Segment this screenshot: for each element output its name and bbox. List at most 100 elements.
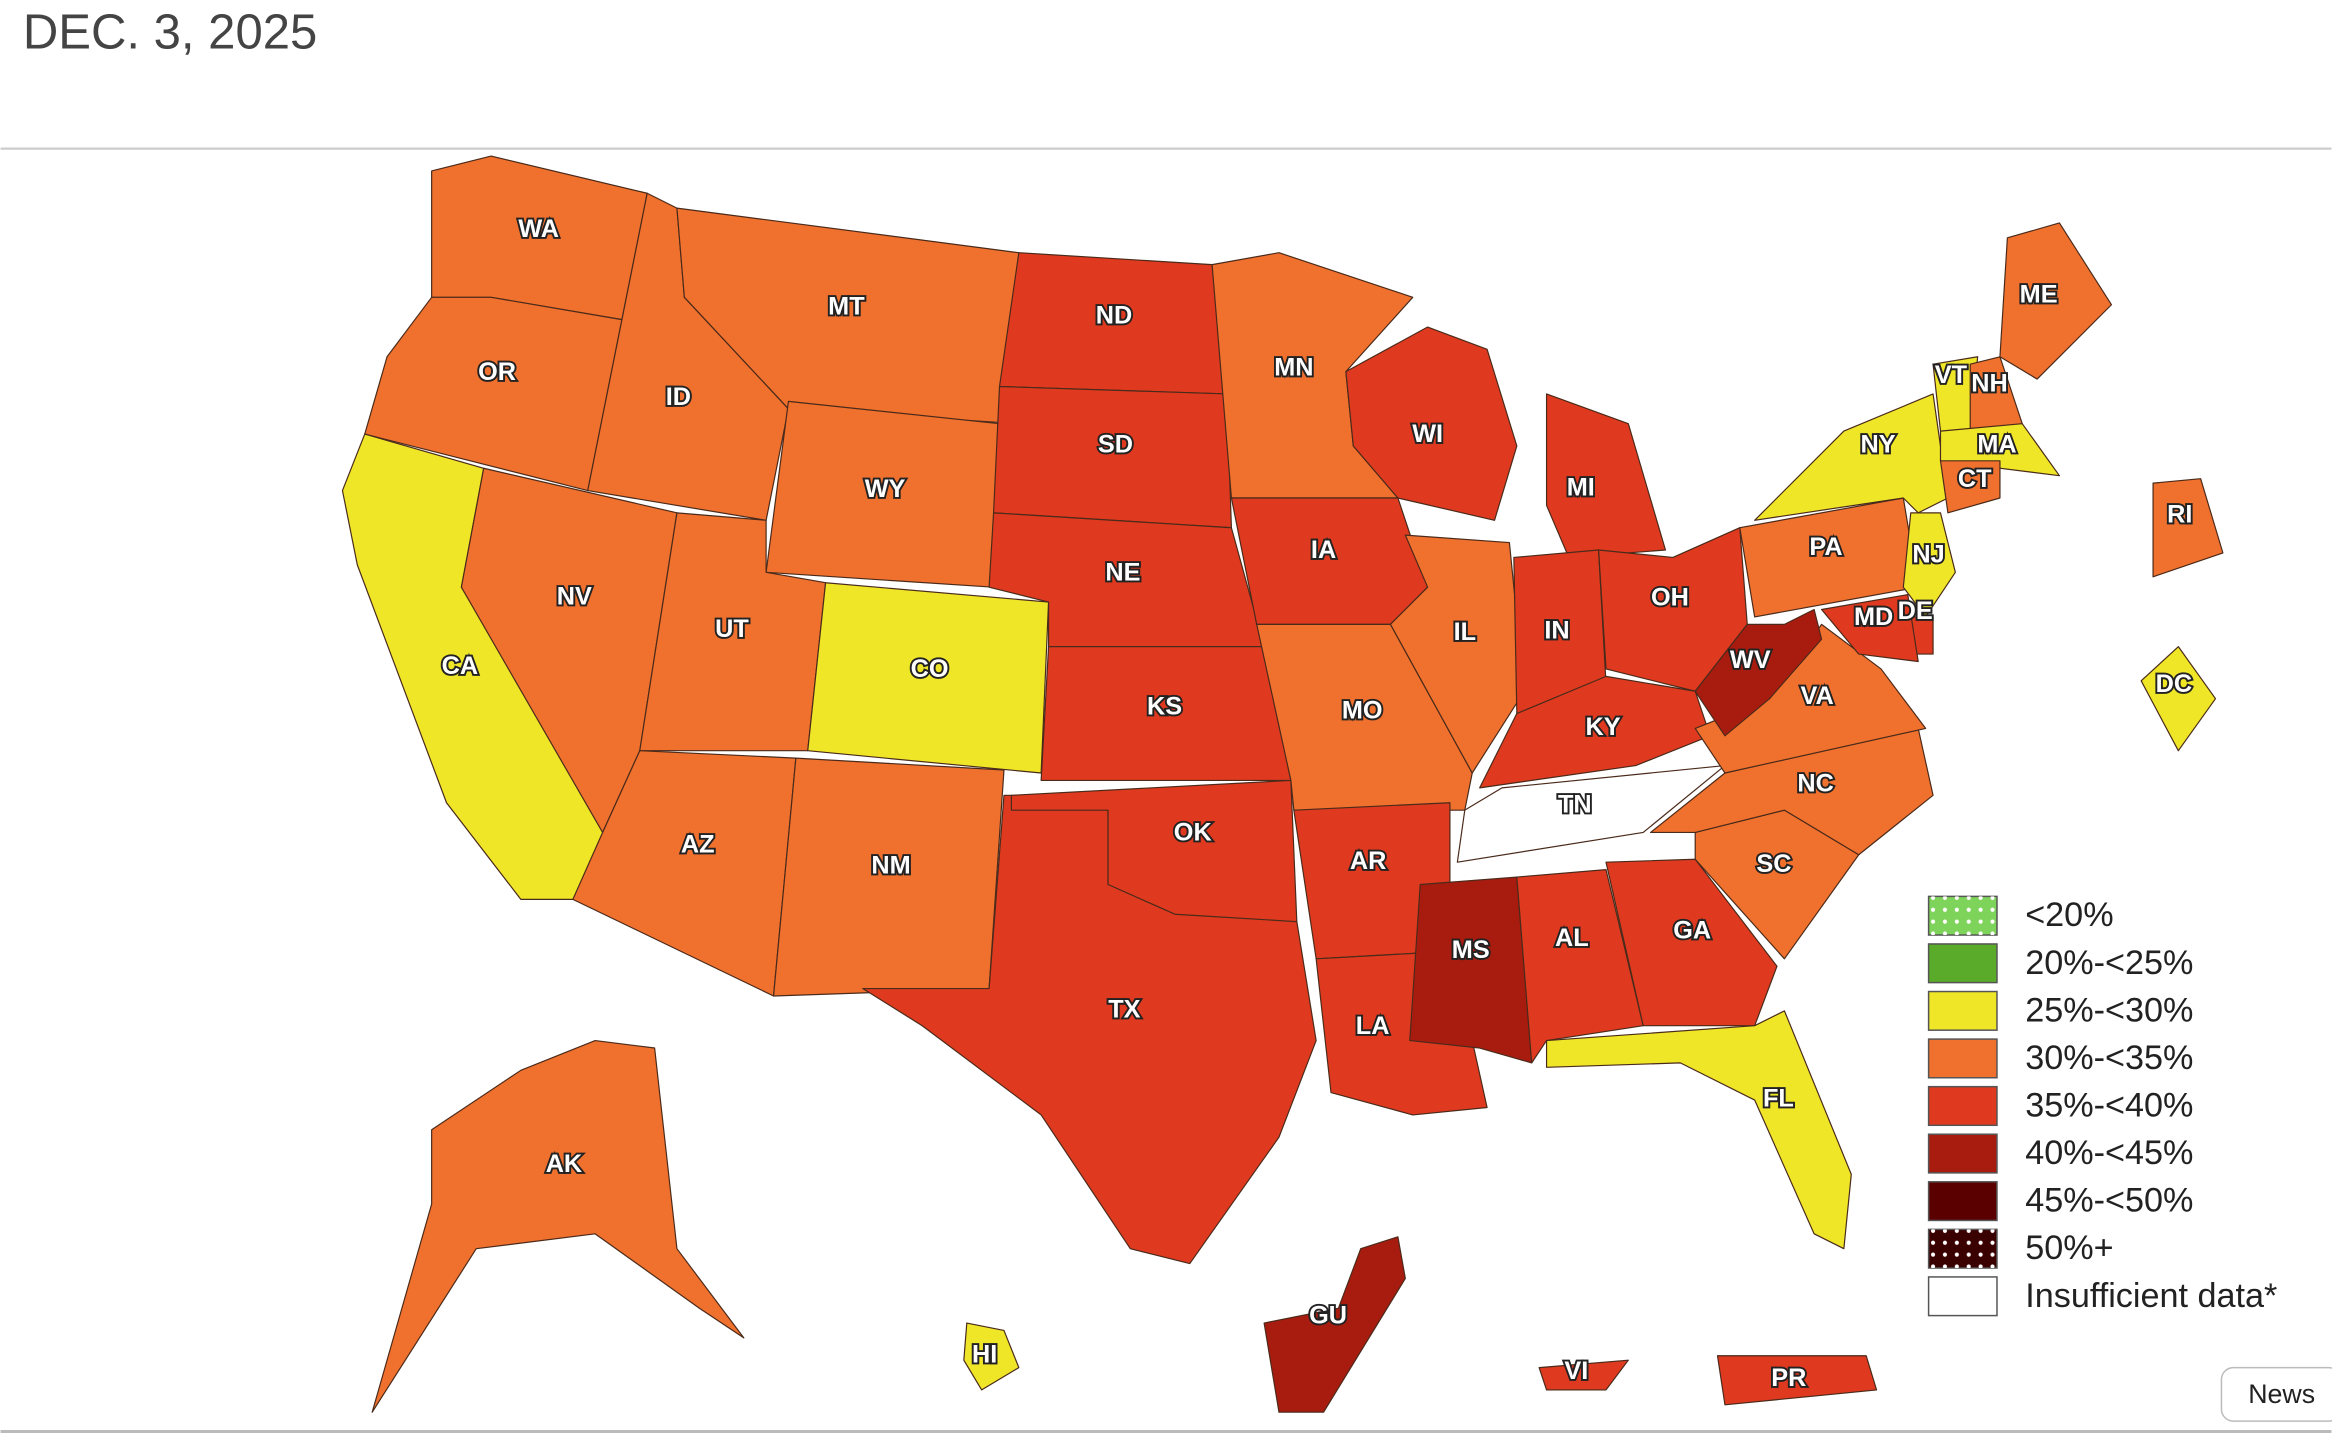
region-label: NE <box>1105 558 1140 586</box>
region-label: UT <box>715 615 749 643</box>
legend: <20% 20%-<25% 25%-<30% 30%-<35% 35%-<40% 40%-… <box>1927 895 2277 1317</box>
region-label: WA <box>518 215 559 243</box>
region-label: NV <box>557 582 592 610</box>
region-label: VI <box>1564 1357 1588 1385</box>
region-shape <box>1345 326 1518 521</box>
region-shape <box>1999 222 2113 380</box>
region-shape <box>1409 876 1533 1064</box>
legend-swatch <box>1927 1085 1998 1127</box>
regions: WA OR CA NV ID MT WY UT CO AZ NM ND SD NE KS TX OK MN IA MO… <box>341 155 2224 1413</box>
legend-label: 45%-<50% <box>2025 1182 2193 1220</box>
region-label: WY <box>865 475 906 503</box>
region-shape <box>1263 1236 1406 1413</box>
region-label: NC <box>1797 770 1834 798</box>
region-shape <box>963 1322 1020 1391</box>
legend-label: 50%+ <box>2025 1229 2113 1267</box>
region-label: GU <box>1309 1302 1347 1330</box>
region-label: PA <box>1809 533 1842 561</box>
legend-swatch <box>1927 1038 1998 1079</box>
region-shape <box>1939 460 2001 514</box>
region-label: CT <box>1958 465 1992 493</box>
legend-swatch <box>1927 1181 1998 1222</box>
region-shape <box>1754 393 1949 521</box>
news-tab[interactable]: News <box>2220 1366 2332 1422</box>
region-shape <box>572 750 797 997</box>
region-label: HI <box>972 1340 997 1368</box>
region-label: TX <box>1108 996 1140 1024</box>
region-shape <box>2152 478 2224 578</box>
region-label: ME <box>2020 280 2058 308</box>
date: DEC. 3, 2025 <box>23 6 317 60</box>
region-shape <box>1605 858 1778 1027</box>
region-label: DC <box>2156 670 2192 698</box>
region-label: NJ <box>1912 541 1944 569</box>
region-label: GA <box>1673 917 1711 945</box>
legend-label: 40%-<45% <box>2025 1134 2193 1172</box>
region-shape <box>1010 779 1298 923</box>
region-label: MT <box>828 292 865 320</box>
region-label: RI <box>2167 501 2192 529</box>
region-label: ND <box>1096 301 1133 329</box>
region-shape <box>1694 608 1823 737</box>
region-label: SC <box>1756 850 1791 878</box>
region-shape <box>1516 869 1644 1064</box>
region-shape <box>1716 1355 1878 1406</box>
region-label: OR <box>478 358 516 386</box>
region-label: AZ <box>681 831 715 859</box>
region-label: OH <box>1651 584 1689 612</box>
region-label: VA <box>1800 682 1833 710</box>
region-label: PR <box>1771 1364 1806 1392</box>
region-label: TN <box>1558 790 1592 818</box>
legend-label: 20%-<25% <box>2025 944 2193 982</box>
region-label: IL <box>1454 618 1476 646</box>
region-label: NY <box>1860 431 1895 459</box>
region-shape <box>371 1039 745 1413</box>
region-label: MD <box>1854 603 1893 631</box>
region-label: MO <box>1342 697 1383 725</box>
region-shape <box>1538 1359 1629 1391</box>
region-label: MI <box>1567 474 1595 502</box>
news-tab-label[interactable]: News <box>2248 1379 2315 1409</box>
legend-label: 30%-<35% <box>2025 1039 2193 1077</box>
region-label: LA <box>1356 1012 1390 1040</box>
region-label: KY <box>1585 713 1620 741</box>
region-shape <box>1545 393 1667 559</box>
region-label: IA <box>1311 536 1336 564</box>
region-label: KS <box>1147 692 1182 720</box>
region-label: AK <box>546 1150 583 1178</box>
legend-label: 25%-<30% <box>2025 991 2193 1029</box>
region-label: MN <box>1274 353 1313 381</box>
region-shape <box>1389 534 1525 774</box>
region-label: VT <box>1935 361 1968 389</box>
region-label: MA <box>1977 431 2016 459</box>
region-label: WV <box>1730 646 1771 674</box>
region-label: ID <box>666 383 691 411</box>
region-label: CA <box>442 652 479 680</box>
legend-swatch <box>1927 943 1998 984</box>
region-label: AL <box>1555 924 1589 952</box>
region-shape <box>1902 512 1956 618</box>
region-label: SD <box>1098 431 1133 459</box>
legend-swatch <box>1927 990 1998 1031</box>
news-tab-box[interactable] <box>2220 1366 2332 1422</box>
legend-pattern <box>1928 1229 1997 1269</box>
region-shape <box>2140 646 2217 752</box>
region-label: MS <box>1452 936 1490 964</box>
region-shape <box>1545 1010 1852 1250</box>
region-label: DE <box>1898 597 1933 625</box>
region-label: AR <box>1350 847 1387 875</box>
region-shape <box>1456 764 1726 863</box>
legend-pattern <box>1928 896 1997 936</box>
region-label: CO <box>911 655 949 683</box>
region-label: WI <box>1412 420 1443 448</box>
region-label: NH <box>1971 370 2008 398</box>
legend-label: Insufficient data* <box>2025 1277 2277 1315</box>
region-shape <box>1820 594 1919 663</box>
legend-swatch <box>1927 1133 1998 1174</box>
region-label: NM <box>871 851 910 879</box>
legend-swatch <box>1927 1276 1998 1317</box>
region-label: FL <box>1763 1085 1794 1113</box>
region-label: OK <box>1174 819 1213 847</box>
legend-label: 35%-<40% <box>2025 1087 2193 1125</box>
